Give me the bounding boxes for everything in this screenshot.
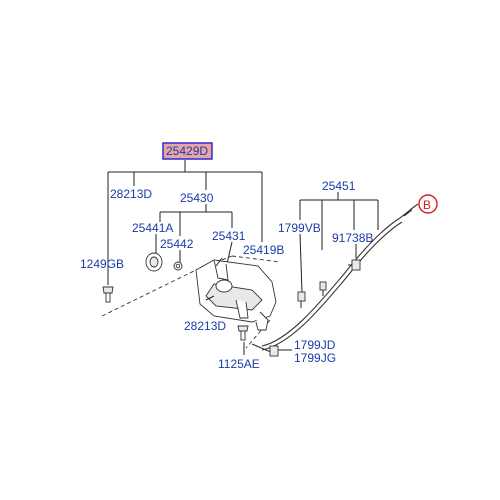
seal-ring [173,261,183,271]
part-label-28213d-bottom[interactable]: 28213D [184,319,226,333]
part-label-25451[interactable]: 25451 [322,179,356,193]
part-label-1125ae[interactable]: 1125AE [218,357,260,371]
bolt-1125ae [237,325,249,341]
washer-hose [251,203,419,355]
part-label-25441a[interactable]: 25441A [132,221,173,235]
part-label-25429d[interactable]: 25429D [166,144,208,158]
bolt-1249gb [102,286,114,303]
hose-connector-91738b [348,259,361,271]
washer-reservoir-tank [195,257,277,331]
part-label-28213d-top[interactable]: 28213D [110,187,152,201]
part-label-25430[interactable]: 25430 [180,191,214,205]
hose-clip-1799vb [297,291,306,308]
callout-letter: B [423,198,431,212]
part-label-25431[interactable]: 25431 [212,229,246,243]
hose-clip-upper [319,281,327,296]
part-label-91738b[interactable]: 91738B [332,231,373,245]
part-label-1799vb[interactable]: 1799VB [278,221,321,235]
callout-b[interactable]: B [418,194,438,214]
part-label-25442[interactable]: 25442 [160,237,194,251]
part-label-25419b[interactable]: 25419B [243,243,284,257]
main-assembly-box[interactable]: 25429D [162,142,213,160]
hose-clip-1799jd [269,345,279,357]
reservoir-cap [145,252,163,272]
part-label-1799jg[interactable]: 1799JG [294,351,336,365]
part-label-1799jd[interactable]: 1799JD [294,338,336,352]
part-label-1249gb[interactable]: 1249GB [80,257,124,271]
dashed-outline [101,255,281,349]
part-labels: 28213D 25430 25441A 25442 25431 25419B 1… [80,179,373,371]
